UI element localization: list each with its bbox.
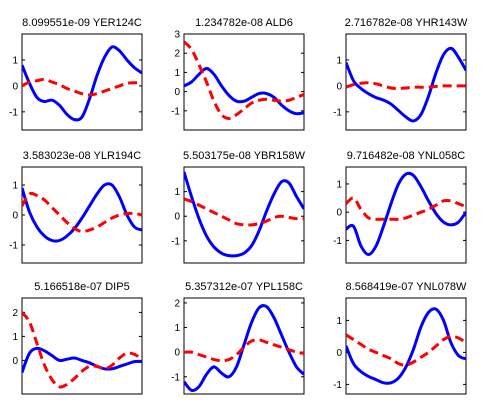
plot-frame: [21, 33, 143, 131]
subplot-title: 8.568419e-07 YNL078W: [346, 281, 468, 293]
red-dashed-series-line: [22, 311, 142, 389]
red-dashed-series-line: [22, 191, 142, 234]
y-tick-label: 1: [12, 332, 18, 343]
y-tick-label: -1: [333, 380, 342, 391]
red-dashed-series-line: [346, 81, 466, 90]
y-tick-label: 1: [12, 55, 18, 66]
y-tick-label: 1: [336, 55, 342, 66]
subplot: 8.099551e-09 YER124C -1 0 1: [9, 17, 143, 131]
y-tick-label: 1: [174, 68, 180, 79]
y-tick-label: 1: [174, 323, 180, 334]
y-tick-label: -1: [171, 372, 180, 383]
blue-solid-series-line: [346, 307, 466, 385]
blue-solid-series-line: [22, 45, 142, 122]
y-tick-label: 1: [174, 187, 180, 198]
y-tick-label: 0: [12, 356, 18, 367]
subplot: 5.166518e-07 DIP5 0 1 2: [12, 281, 143, 395]
y-tick-label: 0: [12, 211, 18, 222]
subplot: 8.568419e-07 YNL078W -1 0 1: [333, 281, 468, 395]
y-tick-label: 2: [174, 298, 180, 309]
y-tick-label: -1: [333, 107, 342, 118]
subplot-title: 9.716482e-08 YNL058C: [347, 150, 466, 162]
blue-solid-series-line: [22, 346, 142, 373]
red-dashed-series-line: [346, 333, 466, 367]
y-tick-label: 0: [336, 81, 342, 92]
subplot-title: 2.716782e-08 YHR143W: [345, 17, 468, 29]
y-tick-label: 1: [12, 181, 18, 192]
y-tick-label: 0: [336, 348, 342, 359]
subplot: 1.234782e-08 ALD6 -1 0 1 2 3: [171, 17, 305, 131]
y-tick-label: 2: [174, 49, 180, 60]
subplot-title: 3.583023e-08 YLR194C: [23, 150, 142, 162]
blue-solid-series-line: [184, 171, 304, 258]
subplot-title: 5.357312e-07 YPL158C: [185, 281, 303, 293]
y-tick-label: -1: [9, 241, 18, 252]
y-tick-label: -1: [9, 107, 18, 118]
blue-solid-series-line: [346, 171, 466, 257]
subplot: 3.583023e-08 YLR194C -1 0 1: [9, 150, 143, 264]
y-tick-label: 1: [336, 179, 342, 190]
subplot: 5.503175e-08 YBR158W -1 0 1: [171, 150, 306, 264]
y-tick-label: 3: [174, 30, 180, 41]
red-dashed-series-line: [22, 77, 142, 97]
subplot-title: 1.234782e-08 ALD6: [195, 17, 293, 29]
blue-solid-series-line: [22, 182, 142, 243]
red-dashed-series-line: [184, 338, 304, 363]
subplot-title: 5.503175e-08 YBR158W: [183, 150, 306, 162]
red-dashed-series-line: [346, 196, 466, 221]
y-tick-label: -1: [171, 236, 180, 247]
red-dashed-series-line: [184, 197, 304, 227]
y-tick-label: -1: [171, 106, 180, 117]
subplot: 2.716782e-08 YHR143W -1 0 1: [333, 17, 468, 131]
y-tick-label: 1: [336, 316, 342, 327]
plot-frame: [183, 33, 305, 131]
y-tick-label: 0: [174, 348, 180, 359]
y-tick-label: -1: [333, 236, 342, 247]
subplot-title: 5.166518e-07 DIP5: [34, 281, 129, 293]
subplot: 9.716482e-08 YNL058C -1 0 1: [333, 150, 467, 264]
blue-solid-series-line: [184, 304, 304, 392]
y-tick-label: 2: [12, 308, 18, 319]
y-tick-label: 0: [336, 208, 342, 219]
subplot: 5.357312e-07 YPL158C -1 0 1 2: [171, 281, 305, 395]
y-tick-label: 0: [174, 87, 180, 98]
plot-frame: [21, 297, 143, 395]
y-tick-label: 0: [12, 81, 18, 92]
blue-solid-series-line: [184, 67, 304, 116]
y-tick-label: 0: [174, 212, 180, 223]
blue-solid-series-line: [346, 46, 466, 123]
subplot-title: 8.099551e-09 YER124C: [22, 17, 142, 29]
